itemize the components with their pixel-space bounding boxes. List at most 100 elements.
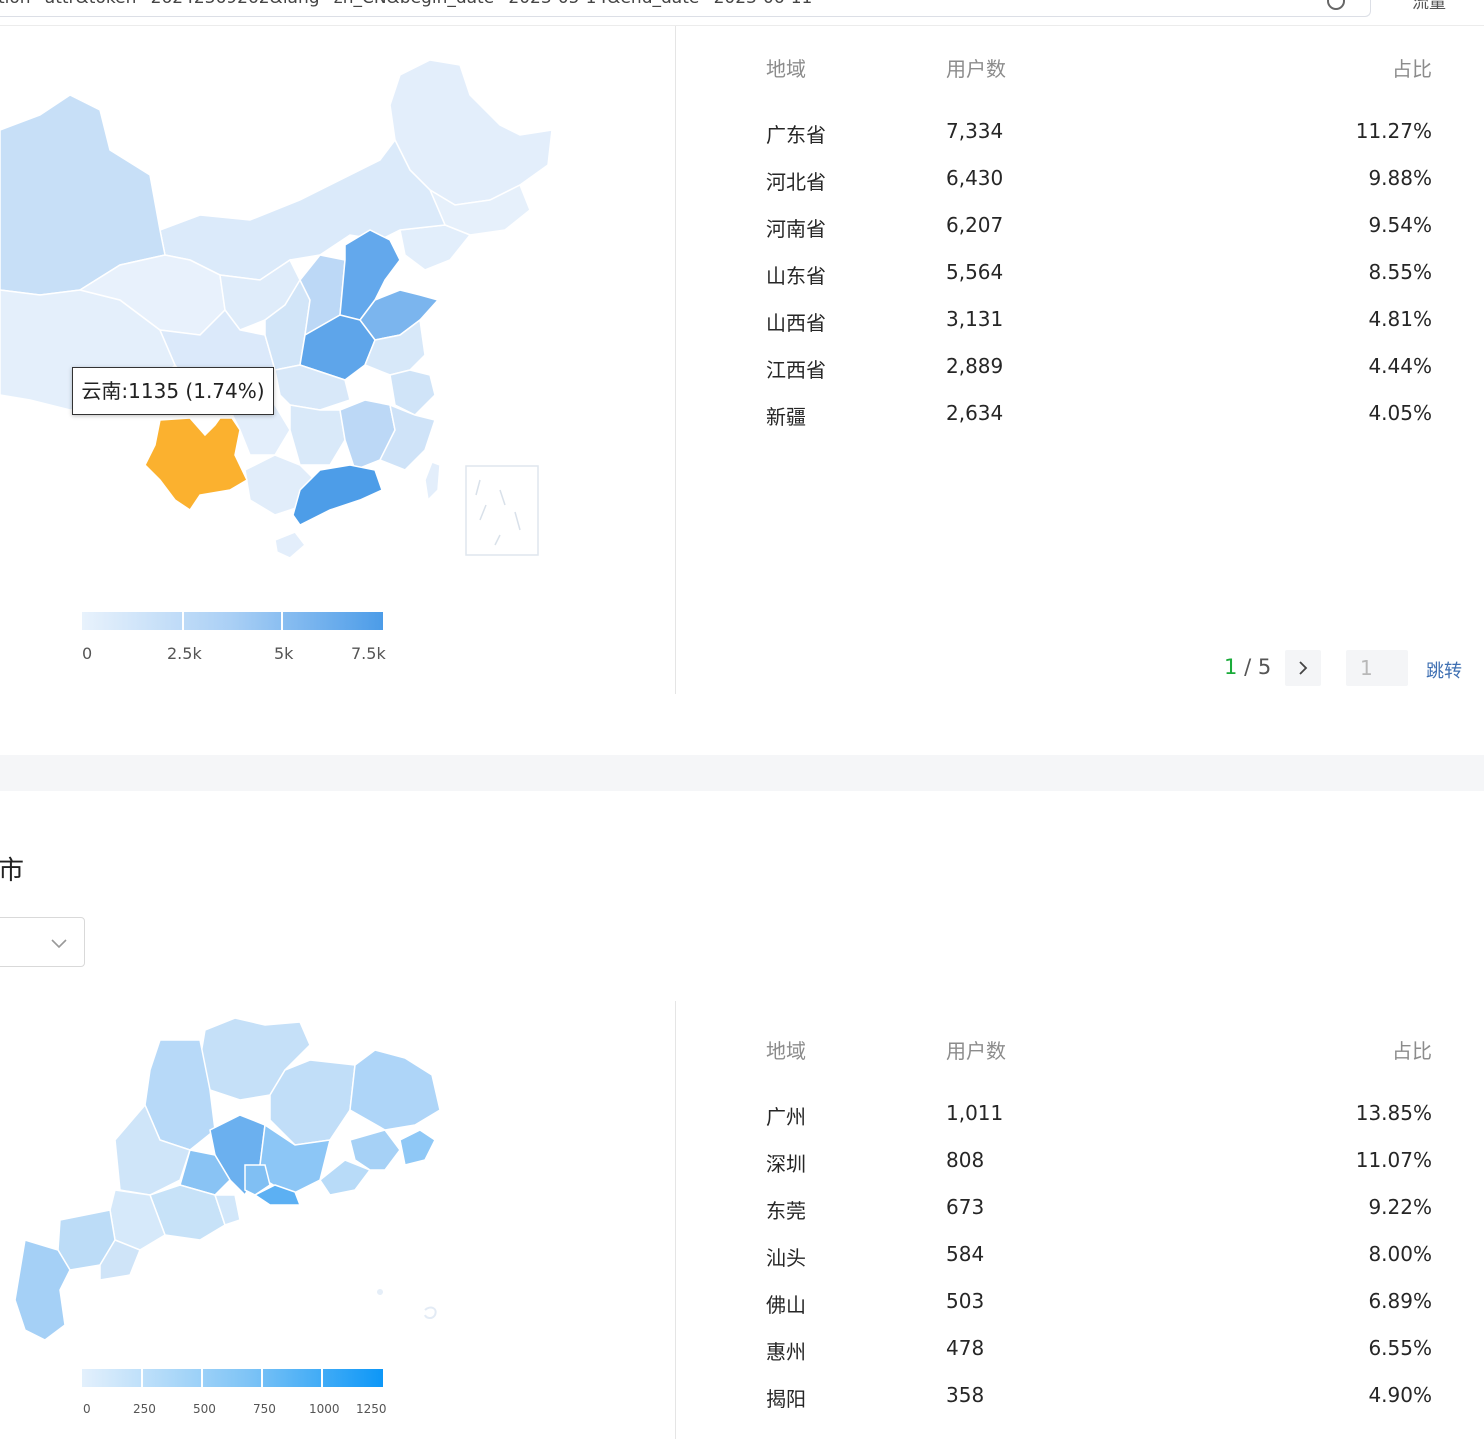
pager-page-input[interactable]: 1 (1346, 650, 1408, 686)
legend-tick: 1000 (309, 1402, 340, 1416)
divider (675, 26, 676, 694)
guangdong-city-map[interactable] (0, 1010, 460, 1350)
pager-total: 5 (1257, 655, 1272, 679)
pager-current: 1 (1224, 655, 1238, 679)
table-header-users: 用户数 (946, 1039, 1006, 1063)
table-row: 广州 1,011 13.85% (766, 1101, 1436, 1148)
chevron-right-icon (1299, 661, 1308, 675)
province-select[interactable] (0, 917, 85, 967)
table-cell-region: 山西省 (766, 311, 826, 335)
section-title: 市 (0, 856, 25, 886)
map-region-foshan (179, 1149, 231, 1196)
map-tooltip: 云南:1135 (1.74%) (72, 367, 274, 415)
map-region-heyuan (269, 1059, 356, 1146)
map-region-hainan (274, 531, 307, 559)
table-cell-ratio: 6.89% (1368, 1289, 1432, 1313)
table-cell-users: 584 (946, 1242, 985, 1266)
table-cell-region: 汕头 (766, 1246, 806, 1270)
table-row: 新疆 2,634 4.05% (766, 401, 1436, 448)
refresh-icon[interactable] (1327, 0, 1345, 10)
table-row: 东莞 673 9.22% (766, 1195, 1436, 1242)
table-cell-region: 新疆 (766, 405, 806, 429)
table-cell-region: 惠州 (766, 1340, 806, 1364)
legend-tick: 750 (253, 1402, 276, 1416)
table-cell-ratio: 4.90% (1368, 1383, 1432, 1407)
table-row: 河南省 6,207 9.54% (766, 213, 1436, 260)
map-region-guangdong (292, 464, 383, 526)
table-header-ratio: 占比 (1392, 1039, 1432, 1063)
table-row: 山东省 5,564 8.55% (766, 260, 1436, 307)
table-row: 河北省 6,430 9.88% (766, 166, 1436, 213)
pager-separator: / (1244, 655, 1252, 679)
pager-next-button[interactable] (1285, 650, 1321, 686)
table-header-ratio: 占比 (1392, 57, 1432, 81)
map-region-yunnan (144, 417, 248, 512)
map-region-hunan (289, 404, 346, 466)
table-cell-ratio: 13.85% (1355, 1101, 1432, 1125)
table-cell-ratio: 11.27% (1355, 119, 1432, 143)
map-region-hebei (339, 229, 401, 321)
divider (0, 25, 1484, 26)
table-cell-region: 河南省 (766, 217, 826, 241)
legend-tick: 2.5k (167, 644, 202, 663)
map-region-jiangsu (364, 318, 426, 376)
table-cell-ratio: 4.05% (1368, 401, 1432, 425)
pager-jump-link[interactable]: 跳转 (1426, 661, 1462, 682)
map-region-zhanjiang (14, 1239, 71, 1341)
table-row: 惠州 478 6.55% (766, 1336, 1436, 1383)
table-cell-ratio: 11.07% (1355, 1148, 1432, 1172)
table-row: 佛山 503 6.89% (766, 1289, 1436, 1336)
map-region-liaoning (399, 224, 472, 271)
table-cell-region: 山东省 (766, 264, 826, 288)
table-cell-users: 358 (946, 1383, 985, 1407)
table-cell-region: 揭阳 (766, 1387, 806, 1411)
table-cell-ratio: 8.00% (1368, 1242, 1432, 1266)
map-region-shanwei (318, 1159, 372, 1196)
table-cell-users: 1,011 (946, 1101, 1004, 1125)
city-legend-bar[interactable] (82, 1369, 383, 1387)
map-region-inner-mongolia (159, 138, 447, 281)
map-region-yangjiang (99, 1239, 141, 1281)
legend-tick: 0 (82, 644, 93, 663)
legend-tick: 1250 (356, 1402, 387, 1416)
table-cell-users: 2,889 (946, 354, 1004, 378)
table-cell-ratio: 9.54% (1368, 213, 1432, 237)
province-table-body: 广东省 7,334 11.27% 河北省 6,430 9.88% 河南省 6,2… (766, 119, 1436, 448)
map-region-taiwan (424, 461, 441, 502)
top-right-label[interactable]: 流量 (1412, 0, 1446, 13)
city-table-body: 广州 1,011 13.85% 深圳 808 11.07% 东莞 673 9.2… (766, 1101, 1436, 1430)
table-cell-ratio: 9.88% (1368, 166, 1432, 190)
legend-tick: 0 (83, 1402, 91, 1416)
table-cell-users: 6,430 (946, 166, 1004, 190)
table-cell-ratio: 4.81% (1368, 307, 1432, 331)
url-bar[interactable]: tion=attr&token=26242369262&lang=zh_CN&b… (0, 0, 1371, 17)
map-region-hubei (274, 364, 351, 411)
table-cell-users: 808 (946, 1148, 985, 1172)
map-region-jieyang (349, 1129, 401, 1171)
table-cell-ratio: 6.55% (1368, 1336, 1432, 1360)
pager-status: 1 / 5 (1224, 655, 1271, 679)
divider (675, 1001, 676, 1439)
table-row: 汕头 584 8.00% (766, 1242, 1436, 1289)
table-cell-ratio: 8.55% (1368, 260, 1432, 284)
legend-tick: 7.5k (351, 644, 386, 663)
chevron-down-icon (51, 939, 67, 949)
table-cell-ratio: 9.22% (1368, 1195, 1432, 1219)
map-south-sea-inset (465, 465, 539, 556)
province-legend-bar[interactable] (82, 612, 383, 630)
table-cell-region: 深圳 (766, 1152, 806, 1176)
table-cell-region: 广州 (766, 1105, 806, 1129)
table-cell-users: 2,634 (946, 401, 1004, 425)
map-region-shantou (399, 1129, 436, 1166)
table-row: 揭阳 358 4.90% (766, 1383, 1436, 1430)
legend-tick: 500 (193, 1402, 216, 1416)
table-row: 江西省 2,889 4.44% (766, 354, 1436, 401)
url-text: tion=attr&token=26242369262&lang=zh_CN&b… (0, 0, 812, 8)
legend-tick: 5k (274, 644, 294, 663)
table-row: 山西省 3,131 4.81% (766, 307, 1436, 354)
china-province-map[interactable] (0, 40, 570, 580)
table-cell-users: 478 (946, 1336, 985, 1360)
table-cell-region: 广东省 (766, 123, 826, 147)
table-row: 广东省 7,334 11.27% (766, 119, 1436, 166)
table-cell-users: 5,564 (946, 260, 1004, 284)
